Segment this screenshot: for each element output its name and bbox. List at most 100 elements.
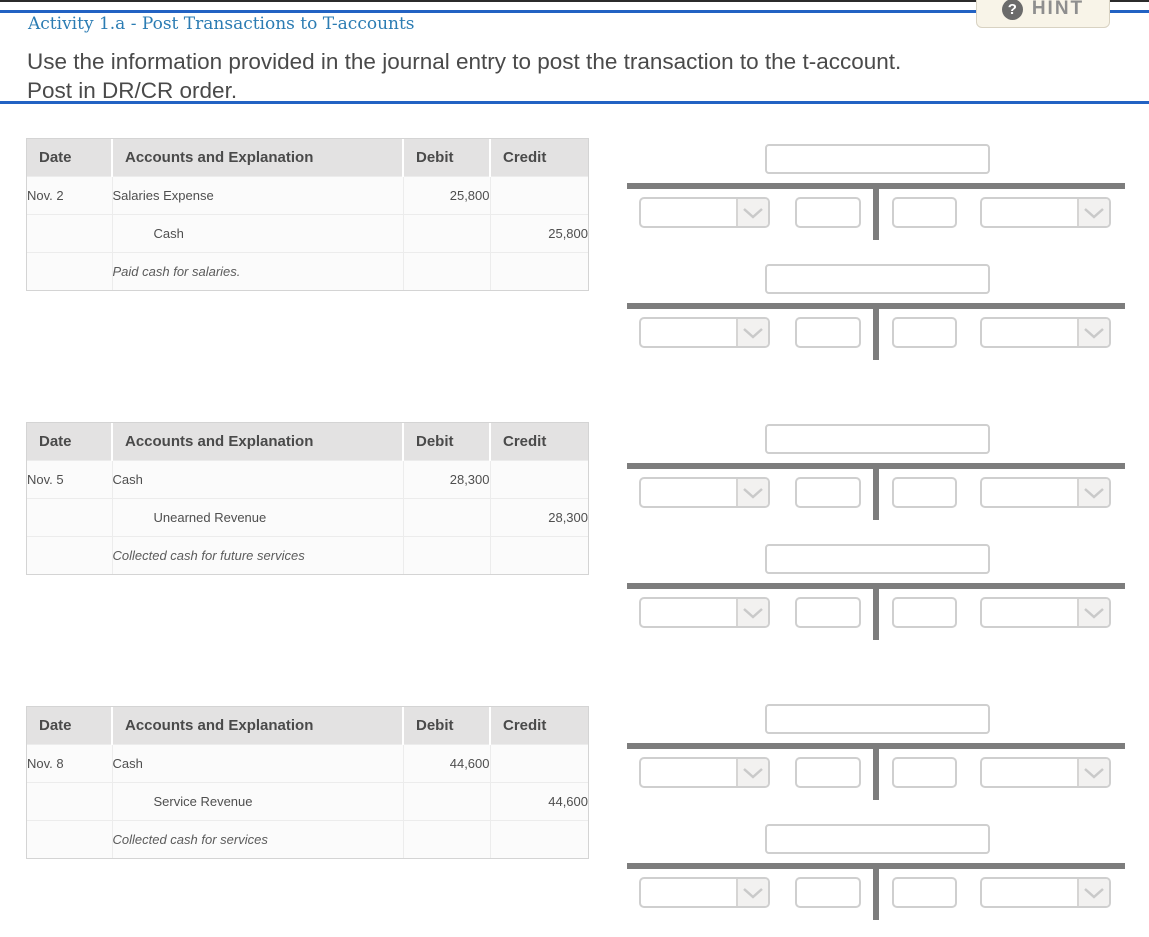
question-mark-icon: ? xyxy=(1001,0,1023,20)
credit-amount-input[interactable] xyxy=(892,197,957,228)
debit-entry-select[interactable] xyxy=(639,317,770,348)
chevron-down-icon xyxy=(1077,879,1109,906)
t-account-block xyxy=(627,264,1125,360)
chevron-down-icon xyxy=(736,759,768,786)
table-row: Cash 25,800 xyxy=(27,213,588,252)
journal-credit-cell: 44,600 xyxy=(490,781,588,820)
journal-entry-table-1: Date Accounts and Explanation Debit Cred… xyxy=(26,138,589,291)
column-header-date: Date xyxy=(27,139,113,176)
column-header-debit: Debit xyxy=(403,707,491,744)
column-header-accounts: Accounts and Explanation xyxy=(112,139,404,176)
journal-credit-cell xyxy=(490,743,588,782)
debit-entry-select-value xyxy=(641,479,736,506)
journal-debit-cell: 44,600 xyxy=(403,743,491,782)
credit-entry-select-value xyxy=(982,319,1077,346)
credit-entry-select[interactable] xyxy=(980,197,1111,228)
chevron-down-icon xyxy=(736,599,768,626)
credit-amount-input[interactable] xyxy=(892,597,957,628)
journal-date-cell xyxy=(27,213,113,252)
journal-entry-table-3: Date Accounts and Explanation Debit Cred… xyxy=(26,706,589,859)
credit-amount-input[interactable] xyxy=(892,877,957,908)
debit-entry-select[interactable] xyxy=(639,877,770,908)
debit-entry-select-value xyxy=(641,759,736,786)
t-account-name-input[interactable] xyxy=(765,824,990,854)
debit-amount-input[interactable] xyxy=(795,477,861,508)
debit-entry-select[interactable] xyxy=(639,597,770,628)
journal-date-cell: Nov. 2 xyxy=(27,175,113,214)
t-account-top-bar xyxy=(627,183,1125,189)
t-account-divider xyxy=(873,309,879,360)
hint-label: HINT xyxy=(1031,0,1085,19)
journal-account-cell: Salaries Expense xyxy=(112,175,404,214)
table-row: Nov. 5 Cash 28,300 xyxy=(27,459,588,498)
column-header-credit: Credit xyxy=(490,707,588,744)
journal-debit-cell xyxy=(403,819,491,858)
journal-date-cell: Nov. 5 xyxy=(27,459,113,498)
t-account-divider xyxy=(873,589,879,640)
credit-amount-input[interactable] xyxy=(892,757,957,788)
journal-account-cell: Cash xyxy=(112,743,404,782)
credit-entry-select[interactable] xyxy=(980,477,1111,508)
table-header-row: Date Accounts and Explanation Debit Cred… xyxy=(27,139,588,176)
chevron-down-icon xyxy=(736,319,768,346)
credit-amount-input[interactable] xyxy=(892,317,957,348)
debit-entry-select-value xyxy=(641,599,736,626)
t-account-name-input[interactable] xyxy=(765,144,990,174)
column-header-credit: Credit xyxy=(490,423,588,460)
t-account-name-input[interactable] xyxy=(765,424,990,454)
credit-entry-select[interactable] xyxy=(980,877,1111,908)
journal-date-cell xyxy=(27,251,113,290)
chevron-down-icon xyxy=(736,879,768,906)
column-header-debit: Debit xyxy=(403,139,491,176)
t-account-top-bar xyxy=(627,583,1125,589)
debit-amount-input[interactable] xyxy=(795,757,861,788)
credit-entry-select-value xyxy=(982,759,1077,786)
chevron-down-icon xyxy=(736,199,768,226)
credit-amount-input[interactable] xyxy=(892,477,957,508)
header-divider-top xyxy=(0,10,1149,13)
journal-explanation-cell: Collected cash for future services xyxy=(112,535,404,574)
journal-account-cell: Unearned Revenue xyxy=(112,497,404,536)
journal-explanation-cell: Collected cash for services xyxy=(112,819,404,858)
journal-credit-cell xyxy=(490,459,588,498)
t-account-name-input[interactable] xyxy=(765,264,990,294)
journal-debit-cell xyxy=(403,535,491,574)
credit-entry-select-value xyxy=(982,199,1077,226)
header-divider-bottom xyxy=(0,101,1149,104)
credit-entry-select[interactable] xyxy=(980,317,1111,348)
t-account-block xyxy=(627,544,1125,640)
chevron-down-icon xyxy=(1077,199,1109,226)
debit-amount-input[interactable] xyxy=(795,197,861,228)
chevron-down-icon xyxy=(1077,759,1109,786)
debit-entry-select[interactable] xyxy=(639,477,770,508)
hint-button[interactable]: ? HINT xyxy=(976,0,1110,28)
table-header-row: Date Accounts and Explanation Debit Cred… xyxy=(27,707,588,744)
column-header-date: Date xyxy=(27,423,113,460)
journal-explanation-cell: Paid cash for salaries. xyxy=(112,251,404,290)
activity-title: Activity 1.a - Post Transactions to T-ac… xyxy=(28,14,415,34)
t-account-name-input[interactable] xyxy=(765,544,990,574)
debit-amount-input[interactable] xyxy=(795,597,861,628)
debit-entry-select-value xyxy=(641,319,736,346)
debit-entry-select[interactable] xyxy=(639,757,770,788)
credit-entry-select[interactable] xyxy=(980,757,1111,788)
t-account-name-input[interactable] xyxy=(765,704,990,734)
t-account-block xyxy=(627,424,1125,520)
chevron-down-icon xyxy=(1077,479,1109,506)
journal-debit-cell xyxy=(403,781,491,820)
table-row: Paid cash for salaries. xyxy=(27,251,588,290)
table-row: Nov. 2 Salaries Expense 25,800 xyxy=(27,175,588,214)
journal-date-cell xyxy=(27,819,113,858)
journal-debit-cell xyxy=(403,497,491,536)
journal-date-cell xyxy=(27,497,113,536)
debit-entry-select[interactable] xyxy=(639,197,770,228)
debit-amount-input[interactable] xyxy=(795,877,861,908)
t-account-top-bar xyxy=(627,863,1125,869)
instructions-text: Use the information provided in the jour… xyxy=(27,49,902,103)
debit-amount-input[interactable] xyxy=(795,317,861,348)
credit-entry-select[interactable] xyxy=(980,597,1111,628)
t-account-divider xyxy=(873,749,879,800)
table-row: Nov. 8 Cash 44,600 xyxy=(27,743,588,782)
journal-date-cell: Nov. 8 xyxy=(27,743,113,782)
t-account-top-bar xyxy=(627,743,1125,749)
